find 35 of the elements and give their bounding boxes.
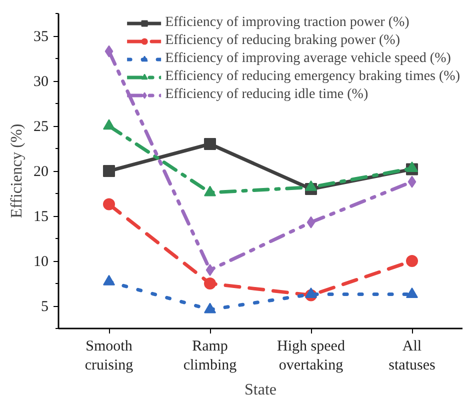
point [206,264,214,276]
y-tick-label: 15 [34,209,48,225]
point [305,287,317,298]
x-tick-label: Ramp climbing [183,338,238,374]
legend-label: Efficiency of reducing emergency braking times (%) [165,69,460,85]
point [103,198,115,210]
y-tick-label: 20 [34,164,48,180]
legend-label: Efficiency of reducing idle time (%) [165,87,368,103]
y-tick-label: 10 [34,254,48,270]
point [204,302,216,314]
point [103,274,115,286]
legend-label: Efficiency of reducing braking power (%) [165,33,400,49]
point [406,161,418,172]
point [104,45,114,58]
y-tick-label: 30 [34,74,48,90]
legend-label: Efficiency of improving traction power (%) [165,15,410,31]
point [406,287,418,298]
point [204,186,216,196]
x-tick-label: High speed overtaking [277,338,346,374]
point [103,165,115,177]
point [408,176,416,188]
point [406,255,418,267]
x-tick-label: Smooth cruising [84,338,134,374]
x-tick-label: All statuses [388,338,436,374]
point [103,119,115,130]
legend-label: Efficiency of improving average vehicle speed (%) [165,51,451,67]
y-tick-label: 5 [41,299,48,315]
point [204,138,216,150]
y-axis-title: Efficiency (%) [8,124,26,218]
point [306,216,316,228]
point [204,278,216,290]
point [305,180,317,191]
x-axis-title: State [244,382,277,399]
y-tick-label: 35 [34,29,48,45]
y-tick-label: 25 [34,119,48,135]
